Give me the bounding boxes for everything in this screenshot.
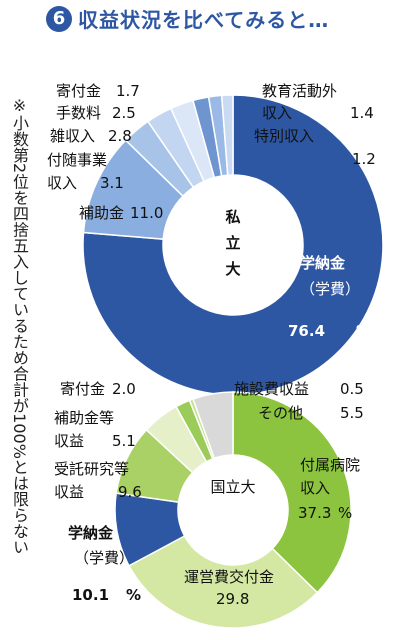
slice-付属病院収入 [232,391,352,594]
chart-header: 6 収益状況を比べてみると… [46,4,329,33]
unit-national-fuzoku: % [338,504,352,522]
label-national-fuzoku: 付属病院 [300,456,360,474]
unit-private-gakunokin: % [356,322,371,340]
value-private-gakunokin: 76.4 [288,322,325,340]
label-private-tokubetsu: 特別収入 [254,127,314,145]
label2-national-hojokin: 収益 [54,432,84,450]
label-private-zatsu: 雑収入 [50,127,95,145]
sublabel-national-gakunokin: （学費） [74,549,134,567]
private-center-label: 私立大 [224,208,240,278]
chart-title: 収益状況を比べてみると… [78,8,330,32]
private-university-donut [82,94,384,396]
value-national-gakunokin: 10.1 [72,586,109,604]
label-national-hojokin: 補助金等 [54,409,114,427]
value-private-zatsu: 2.8 [108,127,132,145]
value-national-hojokin: 5.1 [112,432,136,450]
label-national-jutaku: 受託研究等 [54,460,129,478]
section-number-badge: 6 [46,5,72,32]
slice-その他 [192,391,234,460]
label2-private-kyoiku: 収入 [262,104,292,122]
national-university-donut [114,391,352,629]
value-private-tesuryo: 2.5 [112,104,136,122]
value-private-kyoiku: 1.4 [350,104,374,122]
unit-national-gakunokin: % [126,586,141,604]
label-private-tesuryo: 手数料 [56,104,101,122]
label2-national-fuzoku: 収入 [300,479,330,497]
label-national-sonota: その他 [258,404,303,422]
value-private-kifukin: 1.7 [116,82,140,100]
national-labels: 寄付金 2.0 補助金等 収益 5.1 受託研究等 収益 9.6 学納金 （学費… [54,380,364,608]
value-national-fuzoku: 37.3 [298,504,331,522]
label-national-kifukin: 寄付金 [60,380,105,398]
donut-hole [179,456,287,564]
value-national-uneihi: 29.8 [216,590,249,608]
national-center-label: 国立大 [210,478,255,496]
slice-運営費交付金 [127,534,319,629]
label-national-gakunokin: 学納金 [68,524,114,542]
rounding-note: ※小数第2位を四捨五入しているため合計が100%とは限らない [10,96,29,555]
label-private-kyoiku: 教育活動外 [262,82,337,100]
value-private-hojokin: 11.0 [130,204,163,222]
label2-private-fuzui: 収入 [47,174,77,192]
value-private-tokubetsu: 1.2 [352,150,376,168]
value-national-jutaku: 9.6 [118,483,142,501]
label-private-kifukin: 寄付金 [56,82,101,100]
label-national-uneihi: 運営費交付金 [184,568,274,586]
label-private-gakunokin: 学納金 [300,254,346,272]
label-national-shisetsu: 施設費収益 [234,380,309,398]
slice-学納金（学費） [82,94,384,396]
value-national-sonota: 5.5 [340,404,364,422]
value-national-shisetsu: 0.5 [340,380,364,398]
sublabel-private-gakunokin: （学費） [300,280,360,298]
donut-hole [164,176,302,314]
value-private-fuzui: 3.1 [100,174,124,192]
slice-特別収入 [220,94,234,177]
label2-national-jutaku: 収益 [54,483,84,501]
label-private-fuzui: 付随事業 [47,151,107,169]
value-national-kifukin: 2.0 [112,380,136,398]
label-private-hojokin: 補助金 [79,204,124,222]
private-labels: 寄付金 1.7 手数料 2.5 雑収入 2.8 付随事業 収入 3.1 補助金 … [47,82,376,340]
